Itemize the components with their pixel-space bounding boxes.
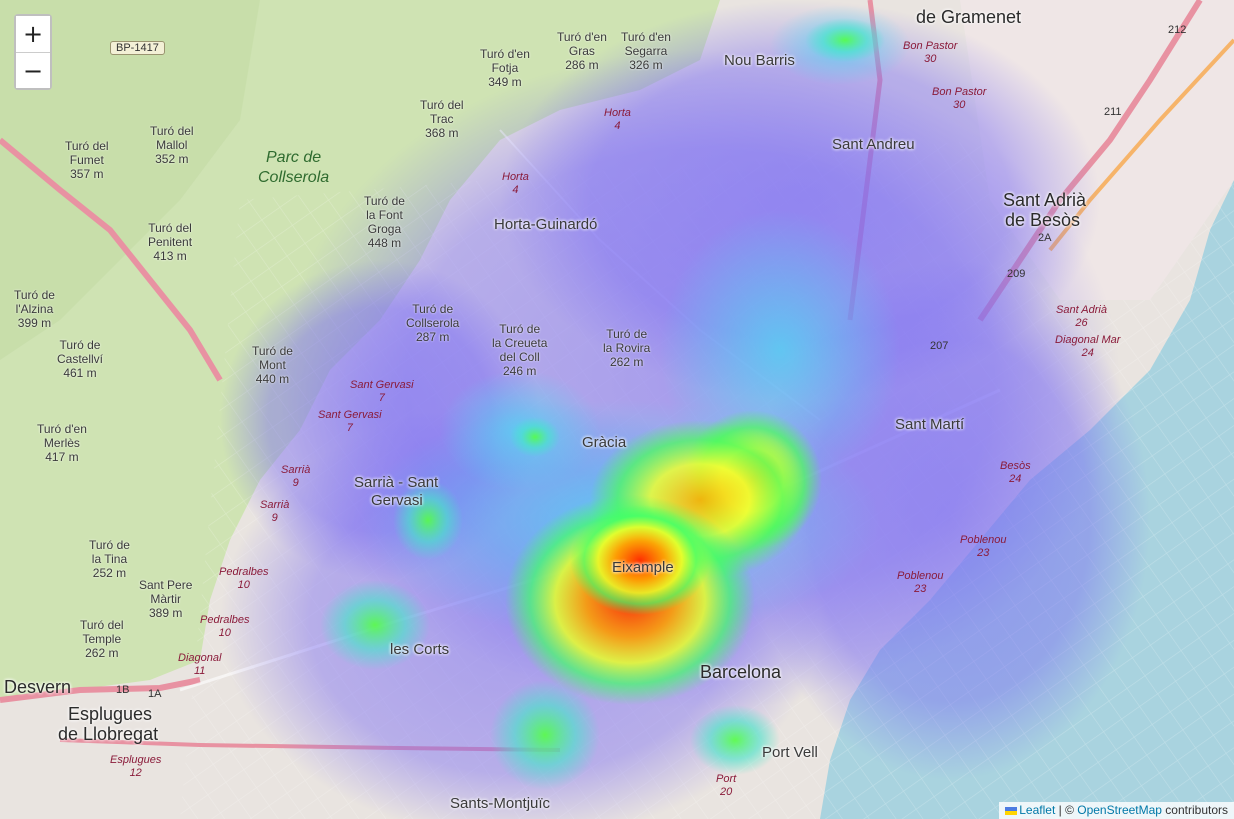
peak-label: Turó de Collserola 287 m <box>406 302 460 344</box>
district-label: Nou Barris <box>724 52 795 69</box>
road-label: Sarrià 9 <box>260 499 290 524</box>
road-label: Bon Pastor 30 <box>932 86 987 111</box>
peak-label: Sant Pere Màrtir 389 m <box>139 578 193 620</box>
park-label: Parc de Collserola <box>258 149 330 186</box>
peak-label: Turó del Penitent 413 m <box>148 221 193 263</box>
leaflet-link[interactable]: Leaflet <box>1019 803 1056 817</box>
road-label: Sant Gervasi 7 <box>318 409 382 434</box>
road-label: Diagonal 11 <box>178 652 222 677</box>
road-number: 1A <box>148 688 162 700</box>
city-label: Barcelona <box>700 662 782 682</box>
district-label: Sant Andreu <box>832 136 915 153</box>
road-label: Esplugues 12 <box>110 754 162 779</box>
city-label: de Llobregat <box>58 724 159 744</box>
road-label: Sarrià 9 <box>281 464 311 489</box>
peak-label: Turó del Trac 368 m <box>420 98 464 140</box>
peak-label: Turó del Mallol 352 m <box>150 124 194 166</box>
peak-label: Turó d'en Gras 286 m <box>557 30 607 72</box>
heatmap-layer <box>220 0 1150 819</box>
osm-link[interactable]: OpenStreetMap <box>1077 803 1162 817</box>
district-label: Sarrià - Sant <box>354 474 439 491</box>
road-shield: BP-1417 <box>110 41 165 55</box>
road-label: Poblenou 23 <box>960 534 1007 559</box>
road-label: Horta 4 <box>502 171 529 196</box>
peak-label: Turó de la Rovira 262 m <box>603 327 651 369</box>
district-label: Horta-Guinardó <box>494 216 598 233</box>
peak-label: Turó del Fumet 357 m <box>65 139 109 181</box>
peak-label: Turó de l'Alzina 399 m <box>14 288 55 330</box>
peak-label: Turó d'en Segarra 326 m <box>621 30 671 72</box>
road-label: Pedralbes 10 <box>200 614 250 639</box>
road-number: 1B <box>116 684 130 696</box>
district-label: Sant Martí <box>895 416 965 433</box>
road-label: Sant Adrià 26 <box>1056 304 1107 329</box>
peak-label: Turó de la Tina 252 m <box>89 538 130 580</box>
road-number: 207 <box>930 340 949 352</box>
peak-label: Turó de la Creueta del Coll 246 m <box>492 322 548 378</box>
road-label: Diagonal Mar 24 <box>1055 334 1121 359</box>
peak-label: Turó de la Font Groga 448 m <box>364 194 405 250</box>
zoom-out-button[interactable]: − <box>16 52 50 88</box>
road-number: 209 <box>1007 268 1026 280</box>
peak-label: Turó del Temple 262 m <box>80 618 124 660</box>
district-label: Port Vell <box>762 744 818 761</box>
road-label: Horta 4 <box>604 107 631 132</box>
district-label: Eixample <box>612 559 674 576</box>
peak-label: Turó d'en Merlès 417 m <box>37 422 87 464</box>
road-label: Besòs 24 <box>1000 460 1031 485</box>
city-label: de Gramenet <box>916 7 1022 27</box>
district-label: Sants-Montjuïc <box>450 795 551 812</box>
zoom-in-button[interactable]: + <box>16 16 50 52</box>
city-label: Desvern <box>4 677 72 697</box>
road-label: Pedralbes 10 <box>219 566 269 591</box>
district-label: Gervasi <box>371 492 423 509</box>
road-number: 211 <box>1104 106 1122 118</box>
road-label: Port 20 <box>716 773 737 798</box>
attribution-separator: | © <box>1055 803 1078 817</box>
peak-label: Turó de Castellví 461 m <box>57 338 104 380</box>
peak-label: Turó de Mont 440 m <box>252 344 293 386</box>
ukraine-flag-icon <box>1005 806 1018 815</box>
road-number: 212 <box>1168 24 1187 36</box>
road-label: Sant Gervasi 7 <box>350 379 414 404</box>
road-label: Poblenou 23 <box>897 570 944 595</box>
attribution-suffix: contributors <box>1161 803 1228 817</box>
city-label: Esplugues <box>68 704 153 724</box>
district-label: Gràcia <box>582 434 627 451</box>
city-label: de Besòs <box>1005 210 1081 230</box>
zoom-control: + − <box>14 14 52 90</box>
peak-label: Turó d'en Fotja 349 m <box>480 47 530 89</box>
city-label: Sant Adrià <box>1003 190 1087 210</box>
district-label: les Corts <box>390 641 450 658</box>
map-attribution: Leaflet | © OpenStreetMap contributors <box>999 802 1234 819</box>
road-label: Bon Pastor 30 <box>903 40 958 65</box>
road-number: 2A <box>1038 232 1052 244</box>
